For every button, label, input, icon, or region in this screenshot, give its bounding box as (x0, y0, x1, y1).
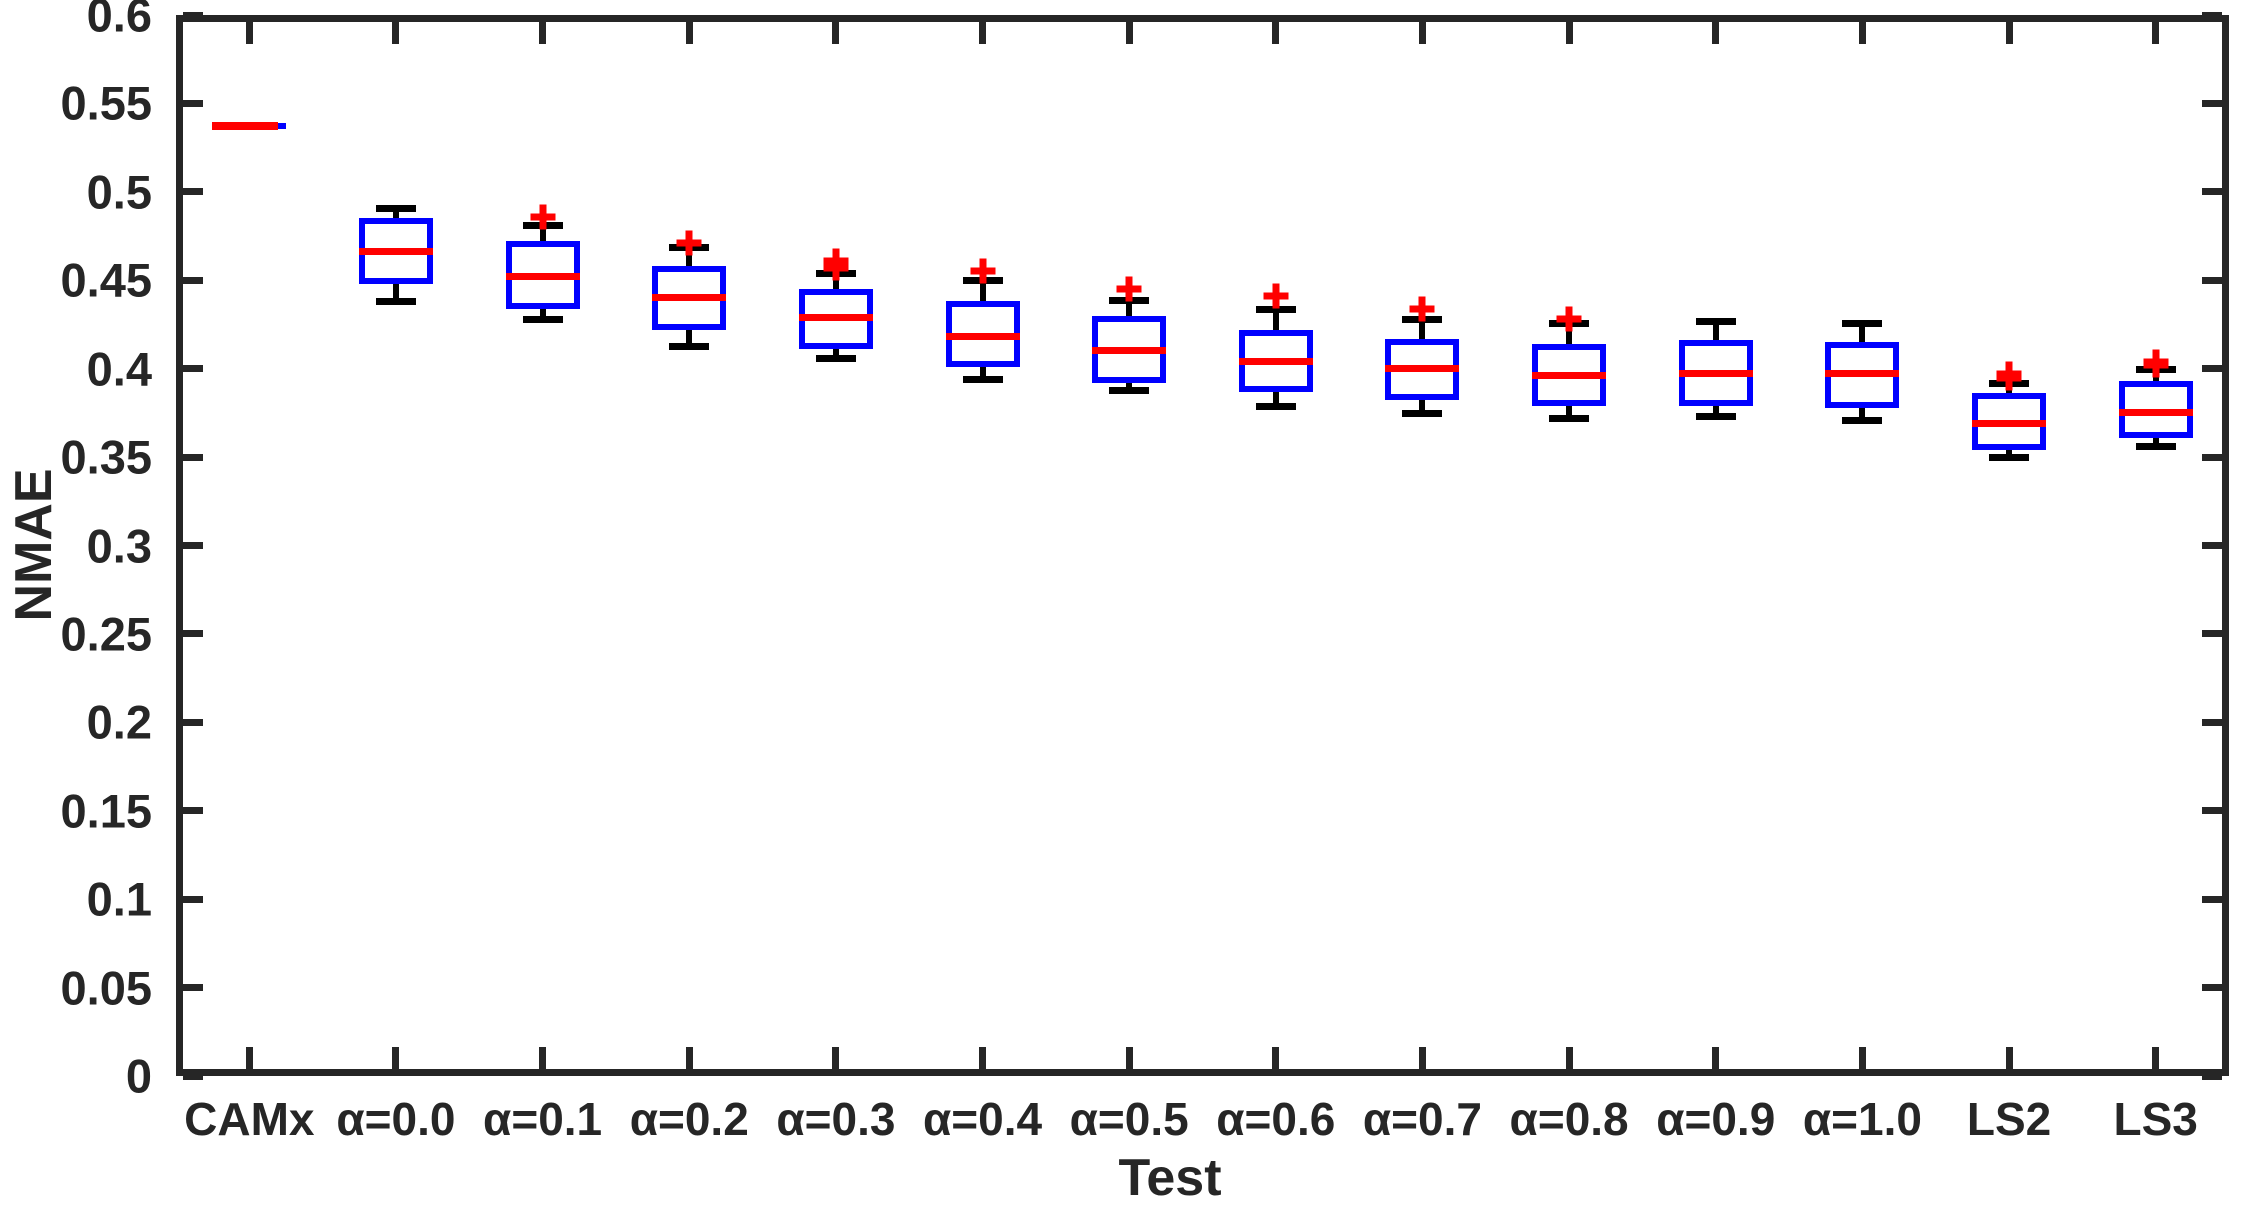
x-tick-label: α=0.5 (1069, 1093, 1189, 1145)
x-tick-label: α=0.2 (629, 1093, 749, 1145)
y-tick-label: 0.4 (86, 342, 152, 396)
x-tick-label: α=0.1 (483, 1093, 603, 1145)
y-tick-label: 0.05 (60, 961, 152, 1015)
y-tick-label: 0.5 (86, 165, 152, 219)
x-axis-title: Test (1118, 1149, 1222, 1207)
x-tick-label: α=0.3 (776, 1093, 896, 1145)
y-tick-label: 0.2 (86, 695, 152, 749)
plot-area (176, 15, 2229, 1076)
y-tick-label: 0 (125, 1049, 152, 1103)
x-tick-label: α=0.7 (1362, 1093, 1482, 1145)
x-tick-label: α=1.0 (1802, 1093, 1922, 1145)
y-tick-label: 0.55 (60, 76, 152, 130)
y-tick-label: 0.45 (60, 253, 152, 307)
x-tick-label: LS3 (2113, 1093, 2198, 1145)
y-tick-label: 0.1 (86, 872, 152, 926)
y-tick-label: 0.6 (86, 0, 152, 42)
x-tick-label: α=0.0 (336, 1093, 456, 1145)
x-tick-label: α=0.9 (1656, 1093, 1776, 1145)
x-tick-label: LS2 (1966, 1093, 2052, 1145)
x-tick-label: α=0.8 (1509, 1093, 1629, 1145)
x-tick-label: α=0.6 (1216, 1093, 1336, 1145)
x-tick-label: CAMx (184, 1093, 315, 1145)
y-tick-label: 0.15 (60, 784, 152, 838)
x-tick-label: α=0.4 (922, 1093, 1043, 1145)
y-axis-title: NMAE (5, 468, 63, 622)
